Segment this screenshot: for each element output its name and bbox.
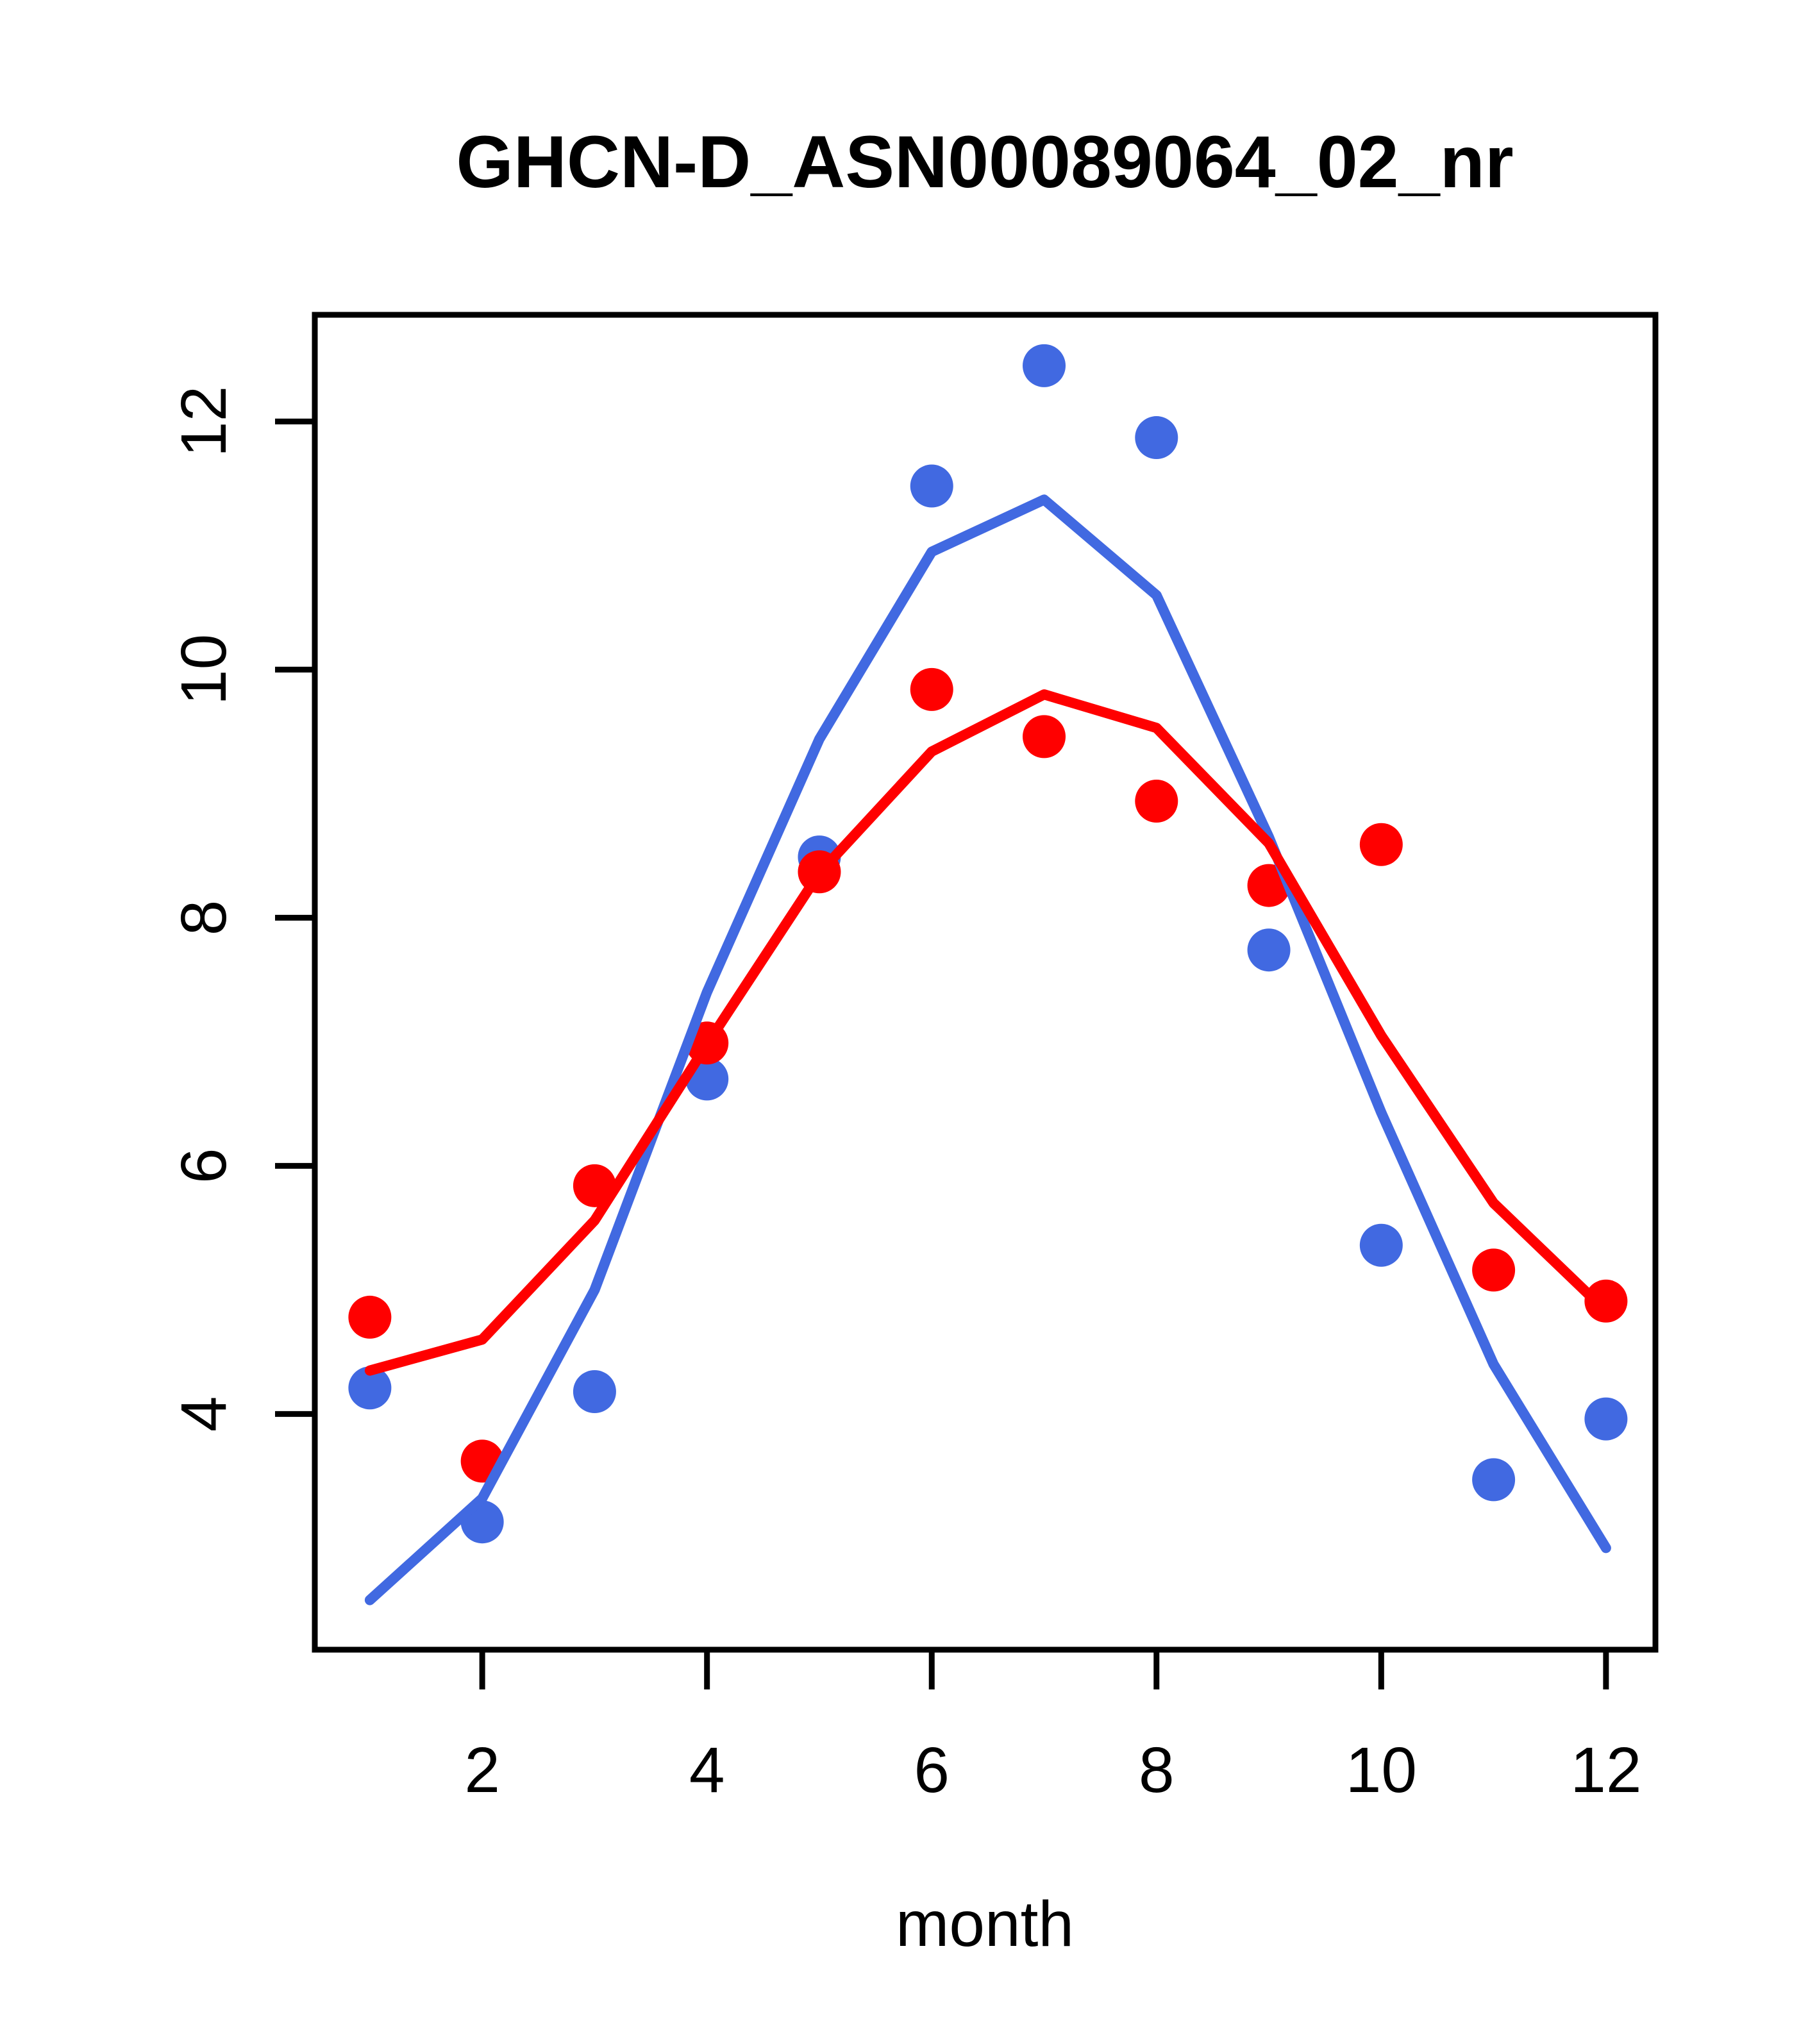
red-monthly-points — [348, 667, 1628, 1483]
data-series-layer — [348, 344, 1628, 1605]
blue-monthly-points-marker — [1023, 344, 1066, 387]
y-axis-tick-label: 10 — [168, 634, 240, 705]
red-monthly-points-marker — [1135, 779, 1178, 823]
plot-area-border — [312, 312, 1659, 1653]
blue-monthly-points-marker — [573, 1370, 616, 1414]
blue-monthly-points — [348, 344, 1628, 1544]
plot-frame — [312, 312, 1659, 1653]
blue-monthly-points-marker — [1247, 928, 1291, 972]
blue-monthly-points-marker — [910, 464, 953, 508]
y-axis-tick-label: 8 — [168, 900, 240, 936]
x-axis-tick-label: 4 — [689, 1734, 725, 1806]
chart-title: GHCN-D_ASN00089064_02_nr — [456, 121, 1513, 203]
y-axis: 4 6 8 10 12 — [168, 386, 315, 1432]
x-axis-tick-label: 6 — [914, 1734, 950, 1806]
red-monthly-points-marker — [1584, 1279, 1628, 1323]
x-axis-tick-label: 10 — [1346, 1734, 1417, 1806]
red-monthly-points-marker — [1023, 715, 1066, 758]
x-axis-tick-label: 2 — [464, 1734, 500, 1806]
red-monthly-points-marker — [348, 1295, 392, 1339]
red-monthly-points-marker — [1472, 1248, 1516, 1292]
red-fit-line — [364, 689, 1611, 1376]
x-axis-title: month — [896, 1888, 1074, 1960]
x-axis-tick-label: 12 — [1570, 1734, 1641, 1806]
red-monthly-points-marker — [1359, 823, 1403, 866]
red-monthly-points-marker — [910, 667, 953, 711]
blue-monthly-points-marker — [1359, 1223, 1403, 1267]
blue-monthly-points-marker — [348, 1366, 392, 1410]
blue-monthly-points-marker — [1584, 1397, 1628, 1441]
x-axis-tick-label: 8 — [1139, 1734, 1175, 1806]
y-axis-tick-label: 6 — [168, 1148, 240, 1184]
y-axis-tick-label: 4 — [168, 1396, 240, 1432]
blue-monthly-points-marker — [1472, 1458, 1516, 1502]
y-axis-tick-label: 12 — [168, 386, 240, 457]
blue-fit-line — [364, 494, 1611, 1605]
x-axis: 2 4 6 8 10 12 — [464, 1650, 1641, 1806]
blue-monthly-points-marker — [1135, 416, 1178, 460]
